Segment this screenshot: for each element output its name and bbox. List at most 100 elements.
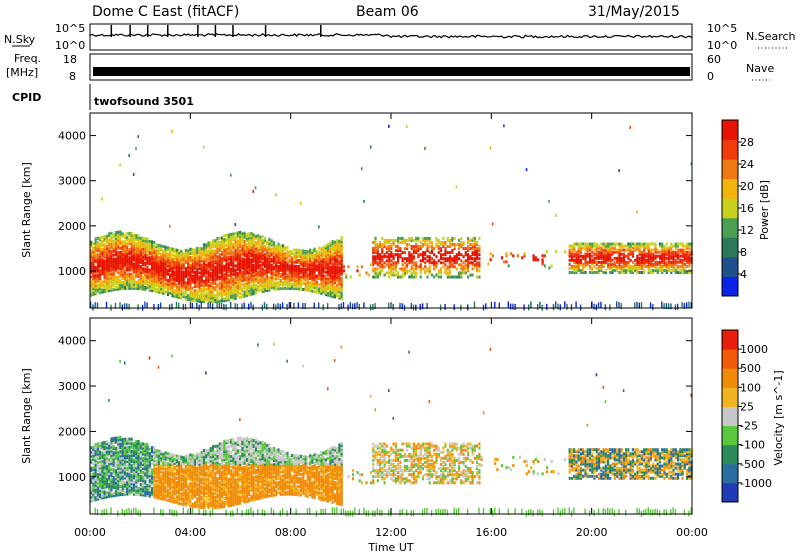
scatter-cell [155, 245, 158, 249]
scatter-cell [90, 466, 93, 470]
scatter-cell [121, 287, 124, 291]
scatter-cell [182, 278, 185, 282]
scatter-cell [257, 234, 260, 238]
scatter-cell [196, 250, 199, 254]
scatter-cell [126, 451, 129, 455]
scatter-cell [333, 287, 336, 291]
scatter-cell [123, 450, 127, 453]
scatter-cell [178, 251, 181, 255]
scatter-cell [220, 289, 224, 293]
scatter-cell [139, 269, 142, 273]
scatter-cell [130, 470, 133, 474]
scatter-cell [135, 466, 138, 470]
scatter-cell [105, 236, 108, 240]
scatter-cell [146, 443, 149, 447]
scatter-cell [248, 293, 251, 297]
scatter-cell [239, 279, 242, 283]
scatter-cell [101, 509, 103, 516]
scatter-cell [123, 452, 127, 455]
scatter-cell [211, 279, 215, 283]
scatter-cell [248, 289, 251, 293]
scatter-cell [279, 266, 282, 270]
scatter-cell [584, 242, 587, 246]
scatter-cell [478, 263, 481, 267]
scatter-cell [227, 278, 230, 282]
scatter-cell [383, 265, 386, 269]
scatter-cell [290, 256, 294, 260]
scatter-cell [128, 507, 130, 514]
scatter-cell [132, 447, 136, 451]
scatter-cell [254, 253, 257, 256]
scatter-cell [324, 254, 327, 258]
scatter-cell [135, 484, 138, 488]
scatter-cell [672, 252, 675, 256]
scatter-cell [234, 268, 237, 272]
scatter-cell [202, 247, 206, 251]
scatter-cell [241, 264, 244, 268]
scatter-cell [241, 252, 244, 256]
scatter-cell [103, 284, 106, 287]
scatter-cell [128, 284, 131, 288]
scatter-cell [410, 245, 413, 248]
scatter-cell [169, 251, 172, 254]
scatter-cell [220, 246, 224, 250]
scatter-cell [114, 302, 117, 309]
scatter-cell [171, 273, 174, 277]
scatter-cell [667, 248, 671, 252]
scatter-cell [304, 251, 307, 255]
scatter-cell [241, 293, 244, 297]
scatter-cell [200, 251, 203, 255]
scatter-cell [318, 250, 321, 254]
scatter-cell [302, 271, 305, 275]
scatter-cell [207, 257, 210, 261]
scatter-cell [471, 245, 474, 248]
scatter-cell [254, 267, 257, 271]
scatter-cell [141, 460, 145, 464]
scatter-cell [290, 262, 294, 266]
scatter-cell [234, 223, 237, 226]
scatter-cell [410, 236, 413, 240]
scatter-cell [202, 269, 206, 273]
scatter-cell [315, 256, 318, 260]
scatter-cell [331, 280, 334, 284]
scatter-cell [451, 263, 454, 267]
scatter-cell [634, 244, 637, 248]
scatter-cell [254, 289, 257, 293]
scatter-cell [132, 286, 136, 290]
scatter-cell [216, 269, 219, 273]
scatter-cell [144, 475, 147, 479]
scatter-cell [223, 240, 226, 244]
scatter-cell [117, 263, 120, 267]
scatter-cell [101, 447, 104, 451]
scatter-cell [586, 252, 589, 256]
scatter-cell [209, 275, 212, 279]
scatter-cell [166, 258, 169, 262]
scatter-cell [667, 269, 671, 272]
scatter-cell [652, 304, 654, 311]
scatter-cell [336, 294, 339, 298]
scatter-cell [248, 244, 251, 248]
scatter-cell [275, 277, 278, 281]
scatter-cell [96, 477, 99, 481]
scatter-cell [110, 254, 113, 258]
scatter-cell [340, 250, 343, 254]
scatter-cell [130, 490, 133, 494]
scatter-cell [327, 253, 330, 257]
scatter-cell [290, 258, 294, 262]
scatter-cell [128, 445, 131, 449]
scatter-cell [263, 271, 266, 275]
scatter-cell [406, 271, 409, 275]
scatter-cell [225, 288, 228, 292]
scatter-cell [207, 245, 210, 249]
scatter-cell [575, 250, 578, 254]
scatter-cell [207, 241, 210, 245]
scatter-cell [609, 244, 612, 248]
scatter-cell [311, 271, 314, 275]
scatter-cell [162, 245, 165, 249]
scatter-cell [230, 279, 233, 283]
scatter-cell [92, 466, 95, 470]
scatter-cell [390, 267, 393, 271]
scatter-cell [241, 238, 244, 242]
scatter-cell [151, 456, 154, 460]
scatter-cell [412, 275, 415, 279]
